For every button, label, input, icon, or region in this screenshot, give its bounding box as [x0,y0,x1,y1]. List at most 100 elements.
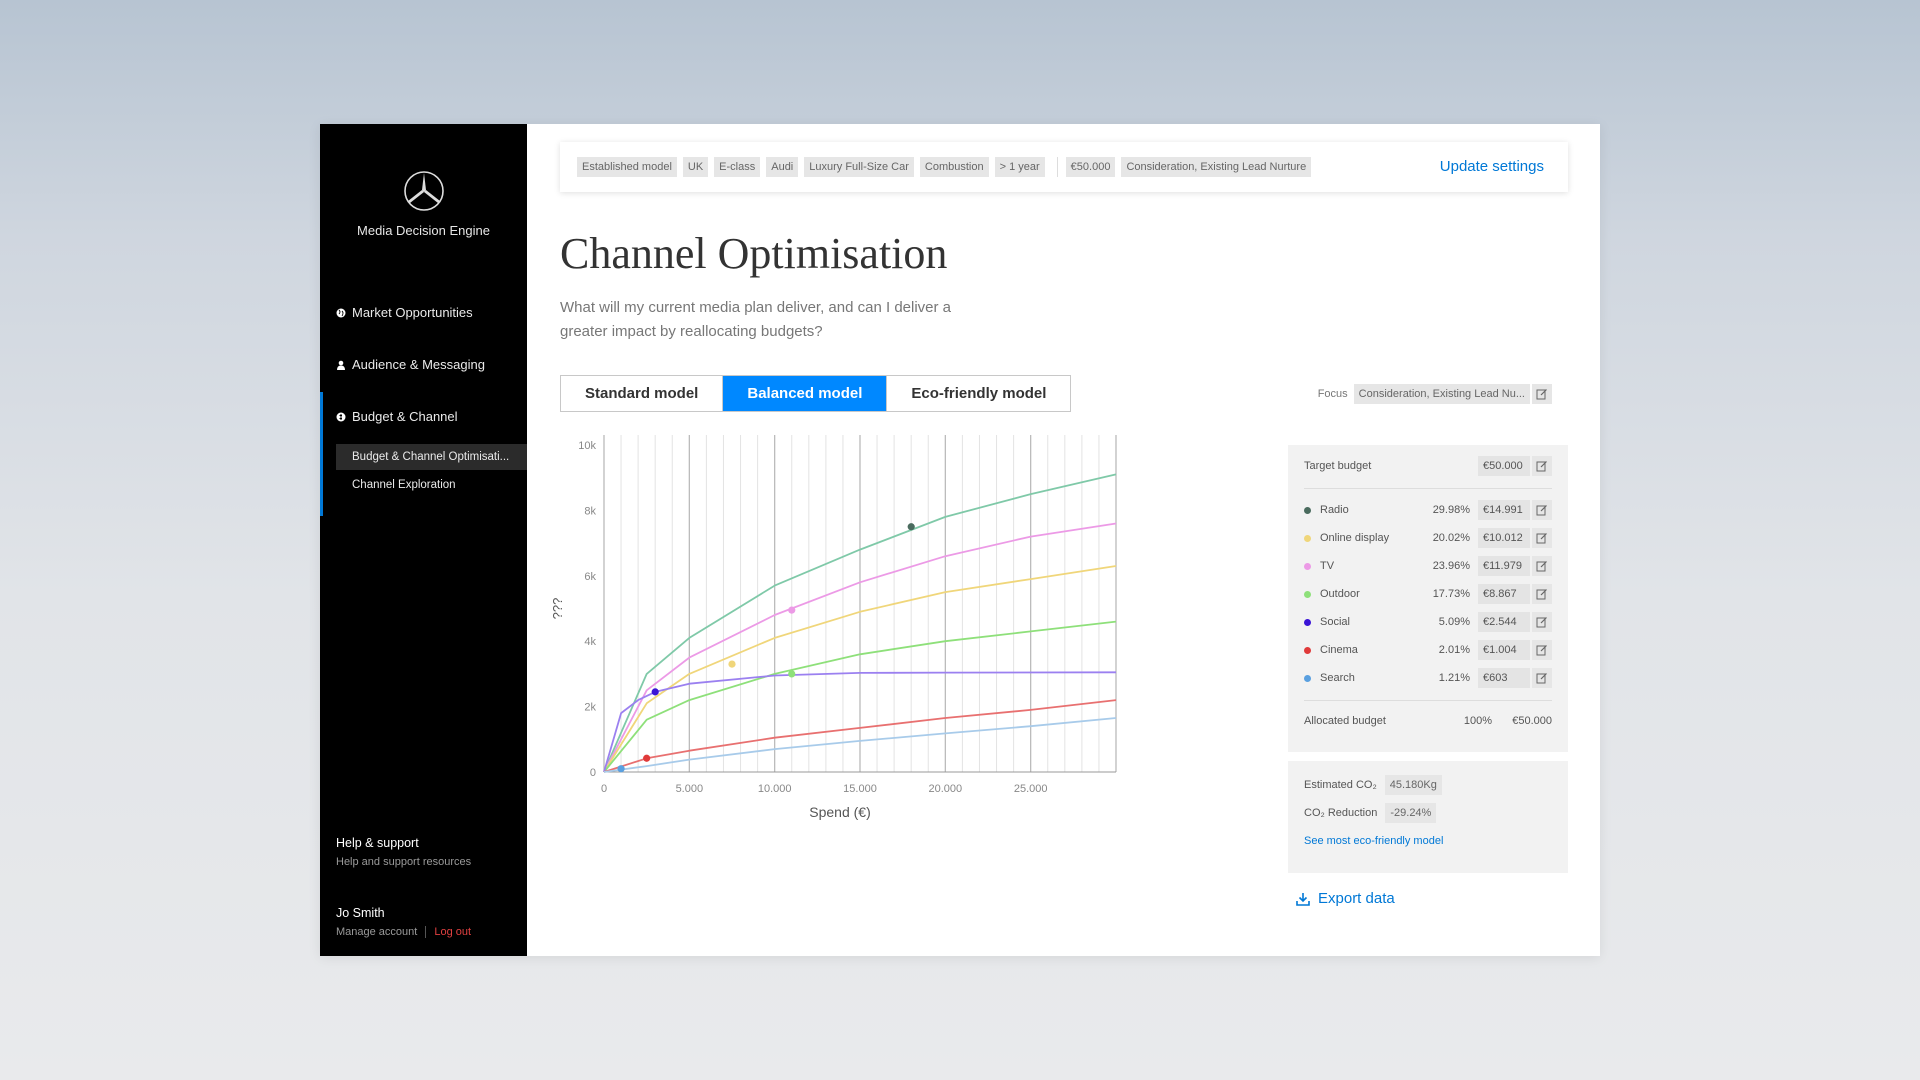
y-axis-label: ??? [550,598,565,620]
divider [1304,700,1552,701]
see-eco-model-link[interactable]: See most eco-friendly model [1304,835,1444,847]
update-settings-link[interactable]: Update settings [1439,158,1544,175]
channel-pct: 1.21% [1438,672,1470,684]
y-tick-label: 2k [584,702,596,714]
x-tick-label: 25.000 [1014,783,1048,795]
channel-budget-value: €8.867 [1478,584,1530,604]
edit-icon[interactable] [1532,384,1552,404]
channel-label: Radio [1320,504,1349,516]
edit-icon[interactable] [1532,584,1552,604]
channel-pct: 17.73% [1432,588,1470,600]
series-marker [643,754,651,762]
channel-color-dot [1304,674,1311,682]
brand-star-logo[interactable] [403,170,445,212]
channel-name: Social [1304,616,1408,628]
y-tick-label: 4k [584,636,596,648]
channel-row: Social 5.09% €2.544 [1304,608,1552,636]
logout-link[interactable]: Log out [434,926,472,938]
target-budget-row: Target budget €50.000 [1304,452,1552,480]
edit-icon[interactable] [1532,500,1552,520]
channel-row: Cinema 2.01% €1.004 [1304,636,1552,664]
channel-row: Radio 29.98% €14.991 [1304,496,1552,524]
subnav-channel-exploration[interactable]: Channel Exploration [352,479,456,491]
y-tick-label: 6k [584,571,596,583]
channel-color-dot [1304,534,1311,542]
nav-market-opportunities[interactable]: Market Opportunities [336,305,473,320]
channel-row: Search 1.21% €603 [1304,664,1552,692]
estimated-co2-value: 45.180Kg [1384,775,1442,795]
edit-icon[interactable] [1532,456,1552,476]
allocated-budget-value: €50.000 [1512,715,1552,727]
nav-label: Budget & Channel [352,409,458,424]
manage-account-link[interactable]: Manage account [336,926,418,938]
channel-color-dot [1304,618,1311,626]
sidebar: Media Decision Engine Market Opportuniti… [320,124,527,956]
channel-pct: 2.01% [1438,644,1470,656]
x-tick-label: 20.000 [929,783,963,795]
channel-label: Search [1320,672,1355,684]
filter-chip: Consideration, Existing Lead Nurture [1121,157,1312,177]
model-selector: Standard model Balanced model Eco-friend… [560,375,1072,412]
person-icon [337,360,345,370]
x-tick-label: 10.000 [758,783,792,795]
app-window: Media Decision Engine Market Opportuniti… [320,124,1600,956]
balanced-model-button[interactable]: Balanced model [723,376,888,411]
y-tick-label: 10k [578,440,596,452]
account-actions: Manage account Log out [336,926,471,938]
channel-name: Radio [1304,504,1408,516]
target-budget-value: €50.000 [1478,456,1530,476]
subnav-budget-channel-optimisation[interactable]: Budget & Channel Optimisati... [336,444,527,470]
standard-model-button[interactable]: Standard model [561,376,724,411]
edit-icon[interactable] [1532,528,1552,548]
series-line [603,473,1117,773]
channel-color-dot [1304,646,1311,654]
edit-icon[interactable] [1532,612,1552,632]
co2-reduction-label: CO₂ Reduction [1304,807,1378,819]
edit-icon[interactable] [1532,640,1552,660]
nav-label: Audience & Messaging [352,357,485,372]
export-data-button[interactable]: Export data [1296,890,1395,907]
channel-label: Online display [1320,532,1390,544]
channel-name: Search [1304,672,1408,684]
filter-chip: > 1 year [994,157,1045,177]
filter-chip: Audi [766,157,799,177]
series-marker [617,765,625,773]
settings-summary-bar: Established model UK E-class Audi Luxury… [560,142,1568,192]
series-line [603,699,1117,773]
nav-label: Market Opportunities [352,305,473,320]
nav-audience-messaging[interactable]: Audience & Messaging [336,357,485,372]
page-description: What will my current media plan deliver,… [560,299,952,340]
divider [1304,488,1552,489]
channel-budget-value: €603 [1478,668,1530,688]
channel-label: Outdoor [1320,588,1360,600]
series-line [603,565,1117,773]
co2-panel: Estimated CO₂ 45.180Kg CO₂ Reduction -29… [1288,761,1568,873]
allocated-budget-row: Allocated budget 100% €50.000 [1304,707,1552,735]
y-tick-label: 8k [584,505,596,517]
filter-chip: Established model [577,157,677,177]
nav-budget-channel[interactable]: Budget & Channel [336,409,458,424]
series-line [603,671,1117,773]
help-support-link[interactable]: Help & support [336,836,419,850]
edit-icon[interactable] [1532,668,1552,688]
channel-budget-value: €2.544 [1478,612,1530,632]
channel-row: Online display 20.02% €10.012 [1304,524,1552,552]
eco-friendly-model-button[interactable]: Eco-friendly model [887,376,1071,411]
series-marker [651,688,659,696]
divider [425,926,427,938]
co2-reduction-row: CO₂ Reduction -29.24% [1304,799,1552,827]
channel-pct: 29.98% [1432,504,1470,516]
focus-value: Consideration, Existing Lead Nu... [1353,384,1530,404]
filter-chip: Combustion [919,157,989,177]
series-line [603,717,1117,773]
x-axis-label: Spend (€) [809,804,870,820]
filter-chip: UK [682,157,709,177]
channel-label: Social [1320,616,1350,628]
series-marker [788,670,796,678]
edit-icon[interactable] [1532,556,1552,576]
channel-name: TV [1304,560,1408,572]
channel-list: Radio 29.98% €14.991 Online display 20.02% €1… [1304,496,1552,692]
channel-name: Online display [1304,532,1408,544]
channel-row: TV 23.96% €11.979 [1304,552,1552,580]
channel-budget-value: €10.012 [1478,528,1530,548]
